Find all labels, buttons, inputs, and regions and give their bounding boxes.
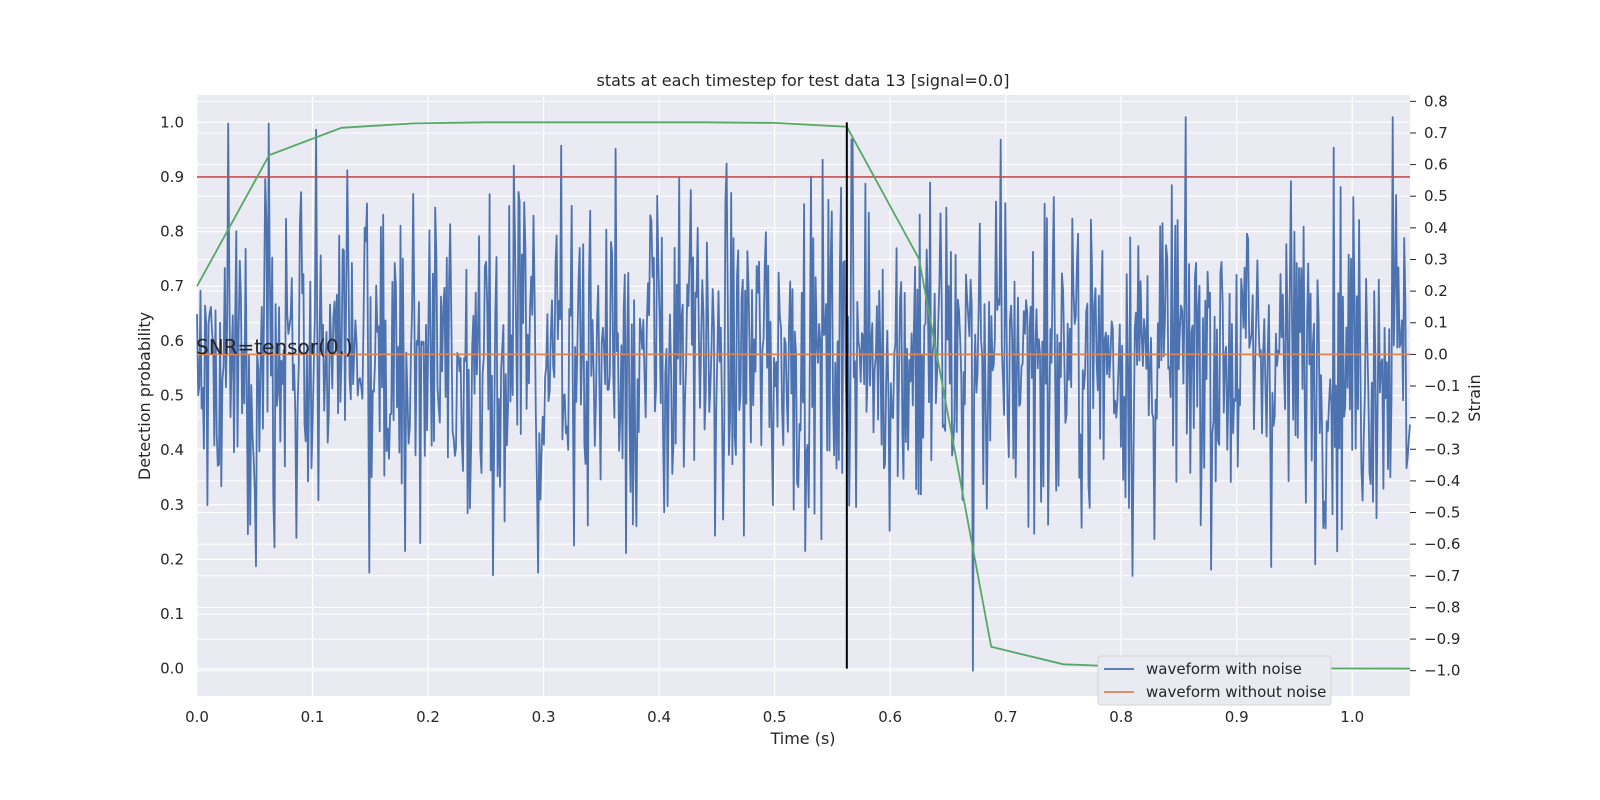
y2-tick-label: −0.6 (1424, 535, 1460, 553)
x-tick-label: 0.2 (416, 708, 440, 726)
y2-tick-label: −0.8 (1424, 598, 1460, 616)
y-tick-label: 0.2 (160, 550, 184, 568)
y2-tick-label: −0.4 (1424, 472, 1460, 490)
y2-tick-label: 0.2 (1424, 282, 1448, 300)
y-tick-label: 0.9 (160, 168, 184, 186)
y-tick-labels: 0.0 0.1 0.2 0.3 0.4 0.5 0.6 0.7 0.8 0.9 1.0 (160, 113, 184, 677)
y2-tick-label: 0.3 (1424, 250, 1448, 268)
y2-tick-label: −0.7 (1424, 567, 1460, 585)
y-tick-label: 0.0 (160, 660, 184, 678)
y2-axis-label: Strain (1465, 374, 1484, 421)
y-tick-label: 0.8 (160, 223, 184, 241)
y2-tick-labels: −1.0 −0.9 −0.8 −0.7 −0.6 −0.5 −0.4 −0.3 −0.2 −0.1… (1410, 92, 1460, 680)
y2-tick-label: −0.2 (1424, 409, 1460, 427)
y2-tick-label: −0.1 (1424, 377, 1460, 395)
y2-tick-label: 0.8 (1424, 92, 1448, 110)
y-tick-label: 0.6 (160, 332, 184, 350)
x-tick-label: 0.5 (763, 708, 787, 726)
y2-tick-label: −0.3 (1424, 440, 1460, 458)
y2-tick-label: −0.5 (1424, 504, 1460, 522)
x-axis-label: Time (s) (769, 729, 835, 748)
y2-tick-label: −1.0 (1424, 662, 1460, 680)
y-tick-label: 0.5 (160, 387, 184, 405)
x-tick-label: 0.6 (878, 708, 902, 726)
x-tick-label: 0.4 (647, 708, 671, 726)
legend-box (1097, 655, 1332, 706)
snr-annotation: SNR=tensor(0.) (196, 335, 353, 359)
noisy-waveform-line (196, 116, 1411, 672)
x-tick-labels: 0.0 0.1 0.2 0.3 0.4 0.5 0.6 0.7 0.8 0.9 1.0 (185, 708, 1364, 726)
x-tick-label: 0.7 (994, 708, 1018, 726)
y-tick-label: 0.1 (160, 605, 184, 623)
chart-title: stats at each timestep for test data 13 … (597, 71, 1010, 90)
x-tick-label: 0.1 (301, 708, 325, 726)
legend-label-noisy: waveform with noise (1146, 660, 1302, 678)
y2-tick-label: 0.0 (1424, 345, 1448, 363)
y-tick-label: 0.3 (160, 496, 184, 514)
y2-tick-label: 0.1 (1424, 314, 1448, 332)
y-tick-label: 0.7 (160, 277, 184, 295)
x-tick-label: 0.9 (1225, 708, 1249, 726)
x-tick-label: 0.0 (185, 708, 209, 726)
y2-tick-label: 0.7 (1424, 124, 1448, 142)
legend-label-clean: waveform without noise (1146, 683, 1326, 701)
x-tick-label: 0.8 (1109, 708, 1133, 726)
y-tick-label: 1.0 (160, 113, 184, 131)
x-tick-label: 1.0 (1340, 708, 1364, 726)
y-tick-label: 0.4 (160, 441, 184, 459)
y2-tick-label: 0.6 (1424, 156, 1448, 174)
x-tick-label: 0.3 (532, 708, 556, 726)
y2-tick-label: −0.9 (1424, 630, 1460, 648)
legend: waveform with noise waveform without noi… (1097, 655, 1332, 706)
y2-tick-label: 0.4 (1424, 219, 1448, 237)
y-axis-label: Detection probability (135, 312, 154, 480)
y2-tick-label: 0.5 (1424, 187, 1448, 205)
